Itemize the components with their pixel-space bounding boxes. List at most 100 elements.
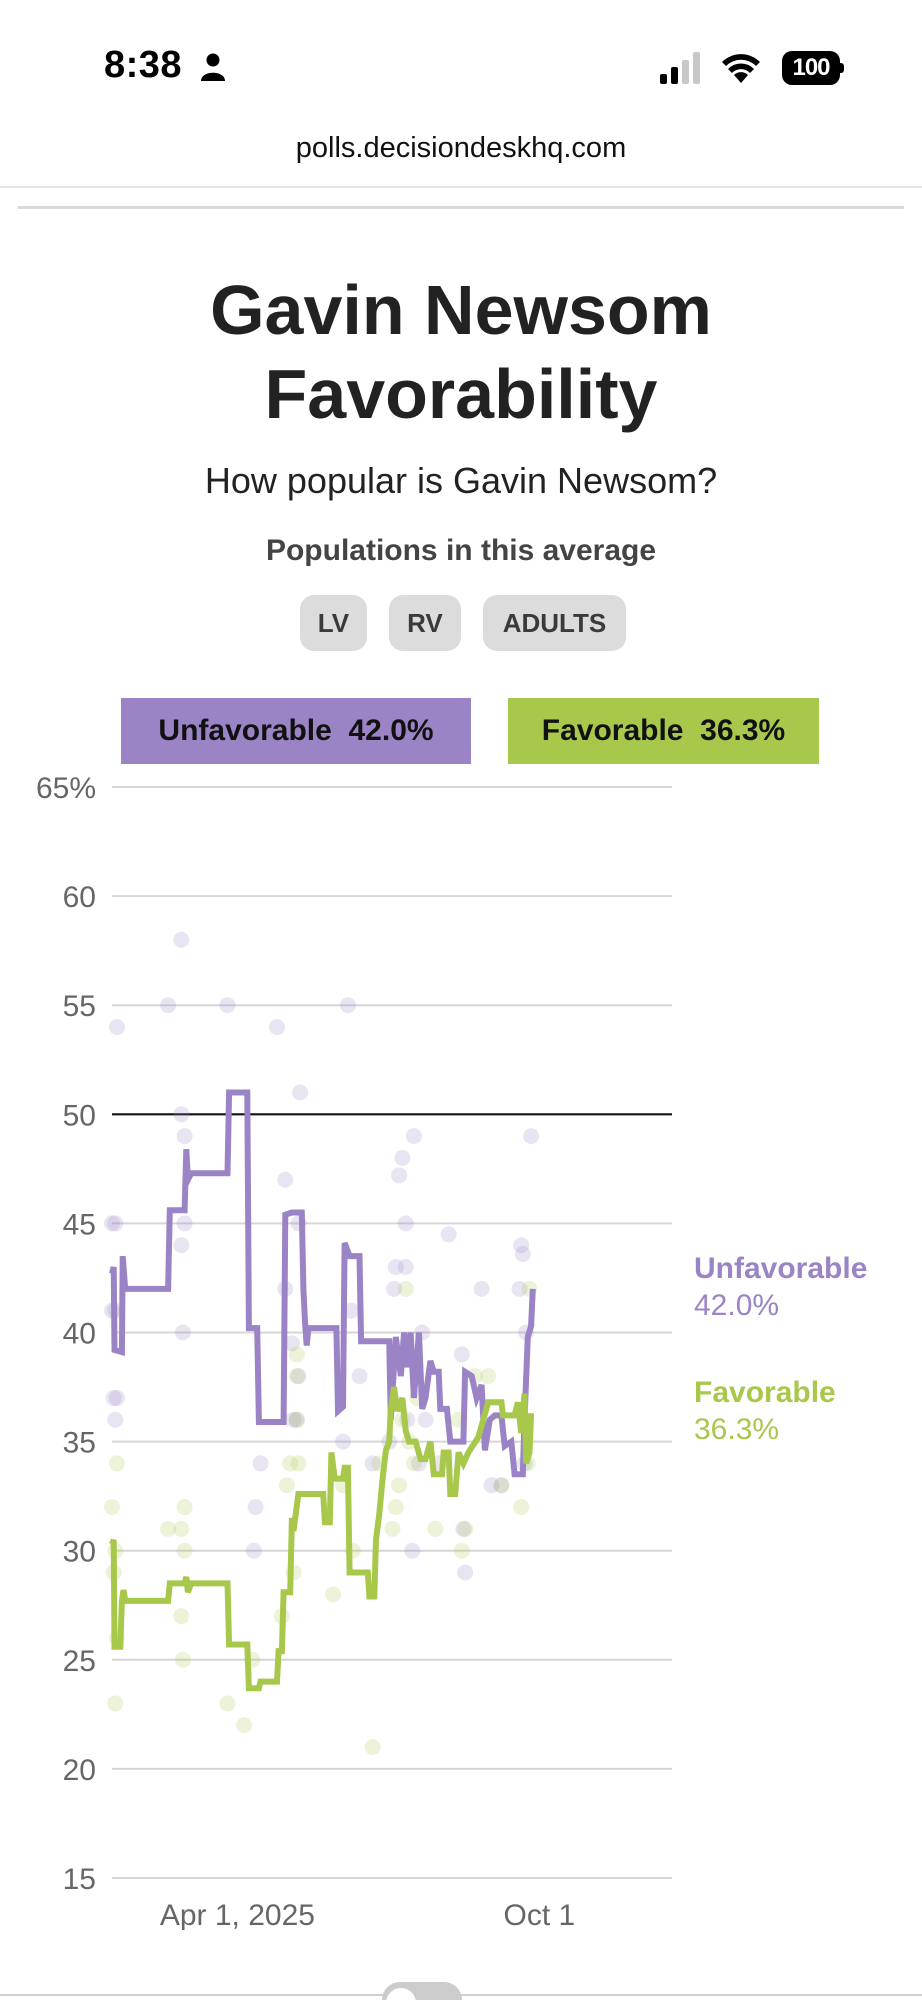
poll-point-favorable[interactable]: [160, 1520, 177, 1537]
poll-point-unfavorable[interactable]: [397, 1215, 414, 1232]
poll-point-unfavorable[interactable]: [397, 1259, 414, 1276]
poll-point-favorable[interactable]: [364, 1739, 381, 1756]
legend-unfavorable-label: Unfavorable: [158, 714, 332, 747]
poll-point-unfavorable[interactable]: [511, 1280, 528, 1297]
poll-point-unfavorable[interactable]: [105, 1389, 122, 1406]
poll-point-unfavorable[interactable]: [108, 1389, 125, 1406]
title-line-2: Favorability: [264, 355, 658, 433]
poll-point-unfavorable[interactable]: [173, 931, 190, 948]
poll-point-unfavorable[interactable]: [290, 1368, 307, 1385]
poll-point-unfavorable[interactable]: [391, 1167, 408, 1184]
series-line-unfavorable[interactable]: [109, 1089, 536, 1478]
poll-point-favorable[interactable]: [325, 1586, 342, 1603]
poll-point-unfavorable[interactable]: [440, 1226, 457, 1243]
poll-point-favorable[interactable]: [480, 1368, 497, 1385]
poll-point-unfavorable[interactable]: [343, 1302, 360, 1319]
poll-point-unfavorable[interactable]: [335, 1433, 351, 1450]
poll-point-favorable[interactable]: [397, 1280, 414, 1297]
poll-point-favorable[interactable]: [104, 1499, 120, 1516]
poll-point-unfavorable[interactable]: [292, 1084, 309, 1101]
poll-point-unfavorable[interactable]: [514, 1245, 531, 1262]
poll-point-favorable[interactable]: [513, 1499, 530, 1516]
y-tick-label: 40: [63, 1318, 96, 1351]
poll-point-favorable[interactable]: [173, 1520, 190, 1537]
poll-point-unfavorable[interactable]: [160, 997, 177, 1014]
poll-point-unfavorable[interactable]: [387, 1259, 404, 1276]
poll-point-favorable[interactable]: [278, 1477, 295, 1494]
wifi-icon: [722, 54, 760, 83]
poll-point-favorable[interactable]: [391, 1477, 408, 1494]
poll-point-unfavorable[interactable]: [523, 1128, 540, 1145]
poll-point-favorable[interactable]: [236, 1717, 252, 1734]
poll-point-unfavorable[interactable]: [104, 1215, 120, 1232]
population-pill-adults[interactable]: ADULTS: [482, 595, 627, 651]
legend-favorable: Favorable 36.3%: [508, 698, 819, 764]
poll-point-unfavorable[interactable]: [364, 1455, 381, 1472]
population-pill-lv[interactable]: LV: [299, 595, 368, 651]
poll-point-favorable[interactable]: [288, 1411, 305, 1428]
poll-point-favorable[interactable]: [387, 1499, 404, 1516]
poll-point-unfavorable[interactable]: [277, 1171, 294, 1188]
poll-point-favorable[interactable]: [176, 1499, 193, 1516]
poll-point-unfavorable[interactable]: [339, 997, 356, 1014]
poll-point-favorable[interactable]: [290, 1455, 307, 1472]
poll-point-favorable[interactable]: [107, 1695, 124, 1712]
poll-point-favorable[interactable]: [453, 1542, 470, 1559]
poll-point-unfavorable[interactable]: [417, 1411, 434, 1428]
poll-point-favorable[interactable]: [282, 1455, 299, 1472]
poll-point-unfavorable[interactable]: [108, 1019, 125, 1036]
poll-point-favorable[interactable]: [176, 1542, 193, 1559]
y-tick-label: 60: [63, 881, 96, 914]
poll-point-unfavorable[interactable]: [245, 1542, 262, 1559]
poll-point-unfavorable[interactable]: [351, 1368, 368, 1385]
poll-point-unfavorable[interactable]: [219, 997, 236, 1014]
poll-point-unfavorable[interactable]: [107, 1215, 124, 1232]
poll-point-unfavorable[interactable]: [283, 1335, 300, 1352]
poll-point-unfavorable[interactable]: [107, 1411, 124, 1428]
legend-favorable-label: Favorable: [541, 714, 684, 747]
poll-point-favorable[interactable]: [384, 1520, 401, 1537]
poll-point-unfavorable[interactable]: [386, 1280, 403, 1297]
poll-point-favorable[interactable]: [427, 1520, 444, 1537]
poll-point-favorable[interactable]: [173, 1608, 190, 1625]
poll-point-unfavorable[interactable]: [483, 1477, 500, 1494]
y-tick-label: 45: [63, 1208, 96, 1241]
y-tick-label: 20: [63, 1754, 96, 1787]
person-icon: [201, 53, 225, 81]
end-label-unfavorable: Unfavorable: [694, 1252, 867, 1285]
poll-point-unfavorable[interactable]: [405, 1128, 422, 1145]
poll-point-unfavorable[interactable]: [247, 1499, 264, 1516]
poll-point-unfavorable[interactable]: [394, 1149, 411, 1166]
url-bar[interactable]: polls.decisiondeskhq.com: [295, 132, 627, 164]
poll-point-favorable[interactable]: [457, 1520, 474, 1537]
poll-point-unfavorable[interactable]: [404, 1542, 421, 1559]
poll-point-unfavorable[interactable]: [176, 1128, 193, 1145]
poll-point-unfavorable[interactable]: [173, 1106, 190, 1123]
poll-point-favorable[interactable]: [174, 1651, 191, 1668]
poll-point-unfavorable[interactable]: [457, 1564, 474, 1581]
poll-point-unfavorable[interactable]: [453, 1346, 470, 1363]
poll-point-unfavorable[interactable]: [252, 1455, 269, 1472]
poll-point-unfavorable[interactable]: [473, 1280, 490, 1297]
poll-point-unfavorable[interactable]: [176, 1215, 193, 1232]
poll-point-unfavorable[interactable]: [288, 1411, 305, 1428]
poll-point-unfavorable[interactable]: [174, 1324, 191, 1341]
poll-point-unfavorable[interactable]: [513, 1237, 530, 1254]
grid-layer: 65% 60 55 50 45 40 35 30 25 20 15 Apr 1, 2025 Oct 1: [36, 772, 672, 1930]
poll-point-unfavorable[interactable]: [493, 1477, 510, 1494]
series-line-favorable[interactable]: [109, 1386, 535, 1692]
poll-point-unfavorable[interactable]: [455, 1520, 472, 1537]
battery-level: 100: [782, 51, 840, 85]
y-tick-label: 65%: [36, 772, 96, 805]
poll-point-favorable[interactable]: [288, 1346, 305, 1363]
poll-point-favorable[interactable]: [108, 1455, 125, 1472]
poll-point-unfavorable[interactable]: [285, 1411, 302, 1428]
population-pill-rv[interactable]: RV: [389, 595, 461, 651]
poll-point-unfavorable[interactable]: [269, 1019, 285, 1036]
poll-point-favorable[interactable]: [493, 1477, 510, 1494]
poll-point-favorable[interactable]: [288, 1368, 305, 1385]
toggle-knob[interactable]: [386, 1988, 416, 2000]
poll-point-favorable[interactable]: [219, 1695, 236, 1712]
poll-point-unfavorable[interactable]: [173, 1237, 190, 1254]
